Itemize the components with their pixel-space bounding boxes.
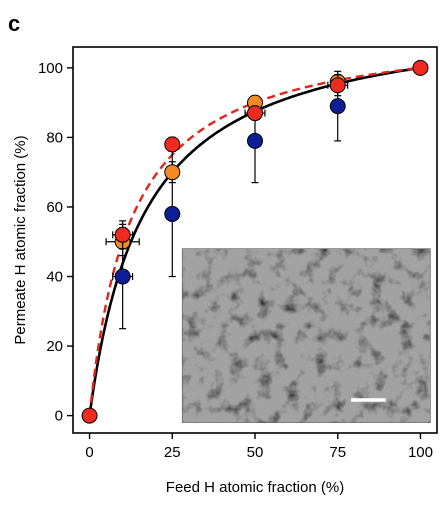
panel-label: c [8,11,20,36]
x-tick-label: 50 [247,444,264,461]
data-point [164,205,181,222]
y-tick-label: 60 [46,199,63,216]
data-point [164,136,181,153]
data-point [247,105,263,122]
data-point [329,77,346,94]
data-point [164,164,181,181]
y-axis-ticks: 0 20 40 60 80 100 [38,60,73,425]
x-tick-label: 75 [329,444,346,461]
y-tick-label: 20 [46,338,63,355]
y-tick-label: 80 [46,129,63,146]
data-point [247,132,263,149]
y-tick-label: 100 [38,60,63,77]
y-tick-label: 0 [55,408,63,425]
data-point [412,59,429,76]
micrograph-image [182,248,431,423]
data-point [329,98,346,115]
micrograph-border [181,248,431,423]
data-point [81,407,98,424]
data-point [114,226,131,243]
inset-micrograph [181,248,431,423]
x-tick-label: 100 [408,444,433,461]
x-axis-label: Feed H atomic fraction (%) [166,479,344,496]
y-tick-label: 40 [46,269,63,286]
scale-bar [350,398,386,402]
data-points [81,59,429,424]
x-tick-label: 0 [85,444,93,461]
data-point [114,268,131,285]
x-tick-label: 25 [164,444,181,461]
x-axis-ticks: 0 25 50 75 100 [85,433,433,461]
y-axis-label: Permeate H atomic fraction (%) [12,135,29,344]
